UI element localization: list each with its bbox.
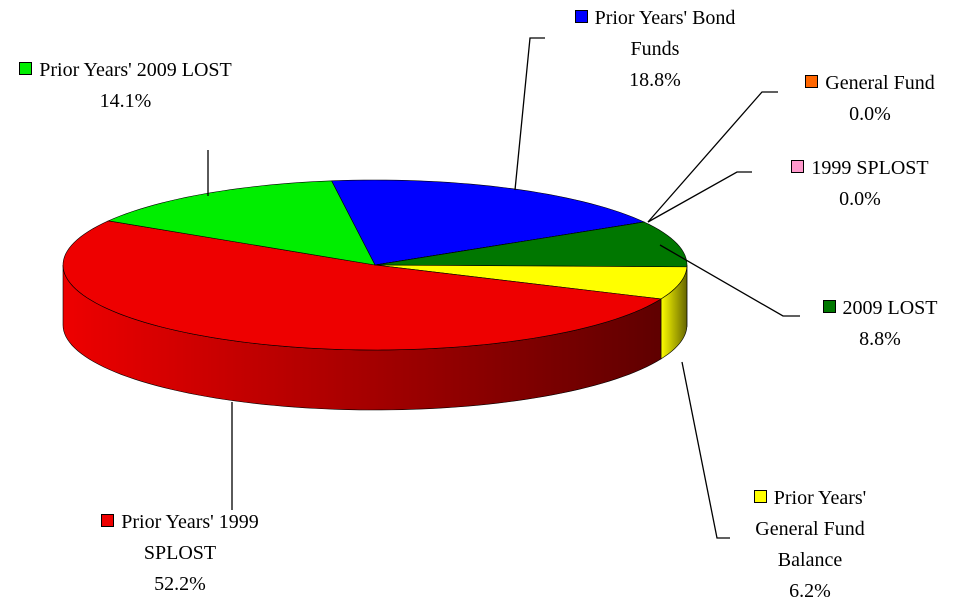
legend-swatch (822, 300, 836, 313)
legend-swatch (753, 490, 767, 503)
value-label: 8.8% (859, 328, 901, 350)
slice-label: 1999 SPLOST 0.0% (755, 153, 965, 215)
legend-swatch (19, 62, 33, 75)
category-name: Prior Years' Bond Funds (594, 7, 736, 60)
category-name: Prior Years' 1999 SPLOST (121, 511, 259, 564)
slice-label: General Fund 0.0% (790, 68, 950, 130)
legend-swatch (791, 160, 805, 173)
value-label: 6.2% (789, 580, 831, 602)
slice (331, 179, 646, 266)
slice-label: Prior Years' 2009 LOST 14.1% (8, 55, 243, 117)
value-label: 14.1% (99, 90, 152, 112)
slice-label: 2009 LOST 8.8% (800, 293, 960, 355)
leader-line (514, 37, 545, 191)
value-label: 0.0% (849, 103, 891, 125)
category-name: 1999 SPLOST (811, 157, 929, 179)
value-label: 18.8% (629, 69, 681, 91)
legend-swatch (101, 514, 115, 527)
slice (62, 220, 662, 351)
category-name: Prior Years' 2009 LOST (39, 59, 232, 81)
leader-line (681, 361, 730, 539)
slice-label: Prior Years' Bond Funds 18.8% (555, 3, 755, 96)
leader-line (647, 171, 752, 223)
value-label: 0.0% (839, 188, 881, 210)
slice-label: Prior Years' 1999 SPLOST 52.2% (75, 507, 285, 600)
slice (374, 264, 688, 300)
slice-label: Prior Years' General Fund Balance 6.2% (740, 483, 880, 607)
category-name: Prior Years' General Fund Balance (755, 487, 867, 571)
leader-line (647, 91, 778, 223)
legend-swatch (574, 10, 588, 23)
value-label: 52.2% (154, 573, 206, 595)
slice (107, 180, 376, 266)
category-name: General Fund (825, 72, 935, 94)
legend-swatch (805, 75, 819, 88)
leader-line (659, 244, 800, 317)
category-name: 2009 LOST (842, 297, 938, 319)
